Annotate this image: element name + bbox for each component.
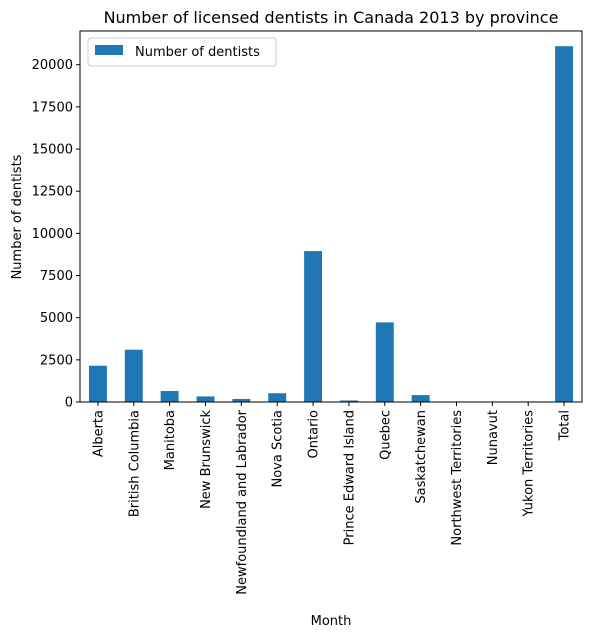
- bar-quebec: [375, 322, 394, 402]
- chart-title: Number of licensed dentists in Canada 20…: [104, 8, 559, 27]
- x-tick-label: Prince Edward Island: [342, 410, 357, 545]
- x-tick-label: Saskatchewan: [414, 410, 429, 504]
- y-axis: 0 2500 5000 7500 10000 12500 15000 17500 20000: [32, 58, 80, 411]
- y-tick-label: 5000: [40, 311, 73, 326]
- x-tick-label: New Brunswick: [199, 410, 214, 509]
- x-tick-label: Manitoba: [163, 410, 178, 470]
- y-tick-label: 7500: [40, 269, 73, 284]
- bar-british-columbia: [124, 349, 143, 402]
- x-tick-label: Ontario: [307, 410, 322, 458]
- y-tick-label: 17500: [32, 100, 73, 115]
- legend-label: Number of dentists: [135, 45, 260, 60]
- bar-nova-scotia: [268, 393, 287, 402]
- bar-saskatchewan: [411, 395, 430, 402]
- bar-total: [555, 46, 574, 402]
- bar-newfoundland-and-labrador: [232, 398, 251, 402]
- y-tick-label: 0: [65, 396, 73, 411]
- y-tick-label: 2500: [40, 353, 73, 368]
- x-tick-label: Alberta: [91, 410, 106, 457]
- bar-new-brunswick: [196, 396, 215, 402]
- bar-alberta: [88, 365, 107, 402]
- legend-box: [87, 37, 277, 67]
- y-tick-label: 20000: [32, 58, 73, 73]
- x-tick-label: Yukon Territories: [522, 410, 537, 518]
- plot-frame: [79, 30, 583, 403]
- y-axis-label: Number of dentists: [10, 154, 25, 279]
- legend: Number of dentists: [87, 37, 277, 67]
- x-tick-label: Northwest Territories: [450, 410, 465, 546]
- x-axis-label: Month: [311, 614, 352, 629]
- bar-ontario: [304, 251, 323, 402]
- bar-manitoba: [160, 391, 179, 402]
- x-tick-label: Newfoundland and Labrador: [235, 409, 250, 594]
- x-tick-label: British Columbia: [127, 410, 142, 517]
- y-tick-label: 10000: [32, 227, 73, 242]
- y-tick-label: 15000: [32, 143, 73, 158]
- legend-swatch: [95, 45, 123, 55]
- bar-prince-edward-island: [339, 400, 358, 402]
- x-tick-label: Nova Scotia: [271, 410, 286, 488]
- bars-layer: [88, 46, 574, 402]
- y-tick-label: 12500: [32, 185, 73, 200]
- x-tick-label: Total: [558, 410, 573, 441]
- x-tick-label: Quebec: [378, 410, 393, 460]
- x-axis: Alberta British Columbia Manitoba New Bruns…: [91, 402, 573, 595]
- x-tick-label: Nunavut: [486, 410, 501, 465]
